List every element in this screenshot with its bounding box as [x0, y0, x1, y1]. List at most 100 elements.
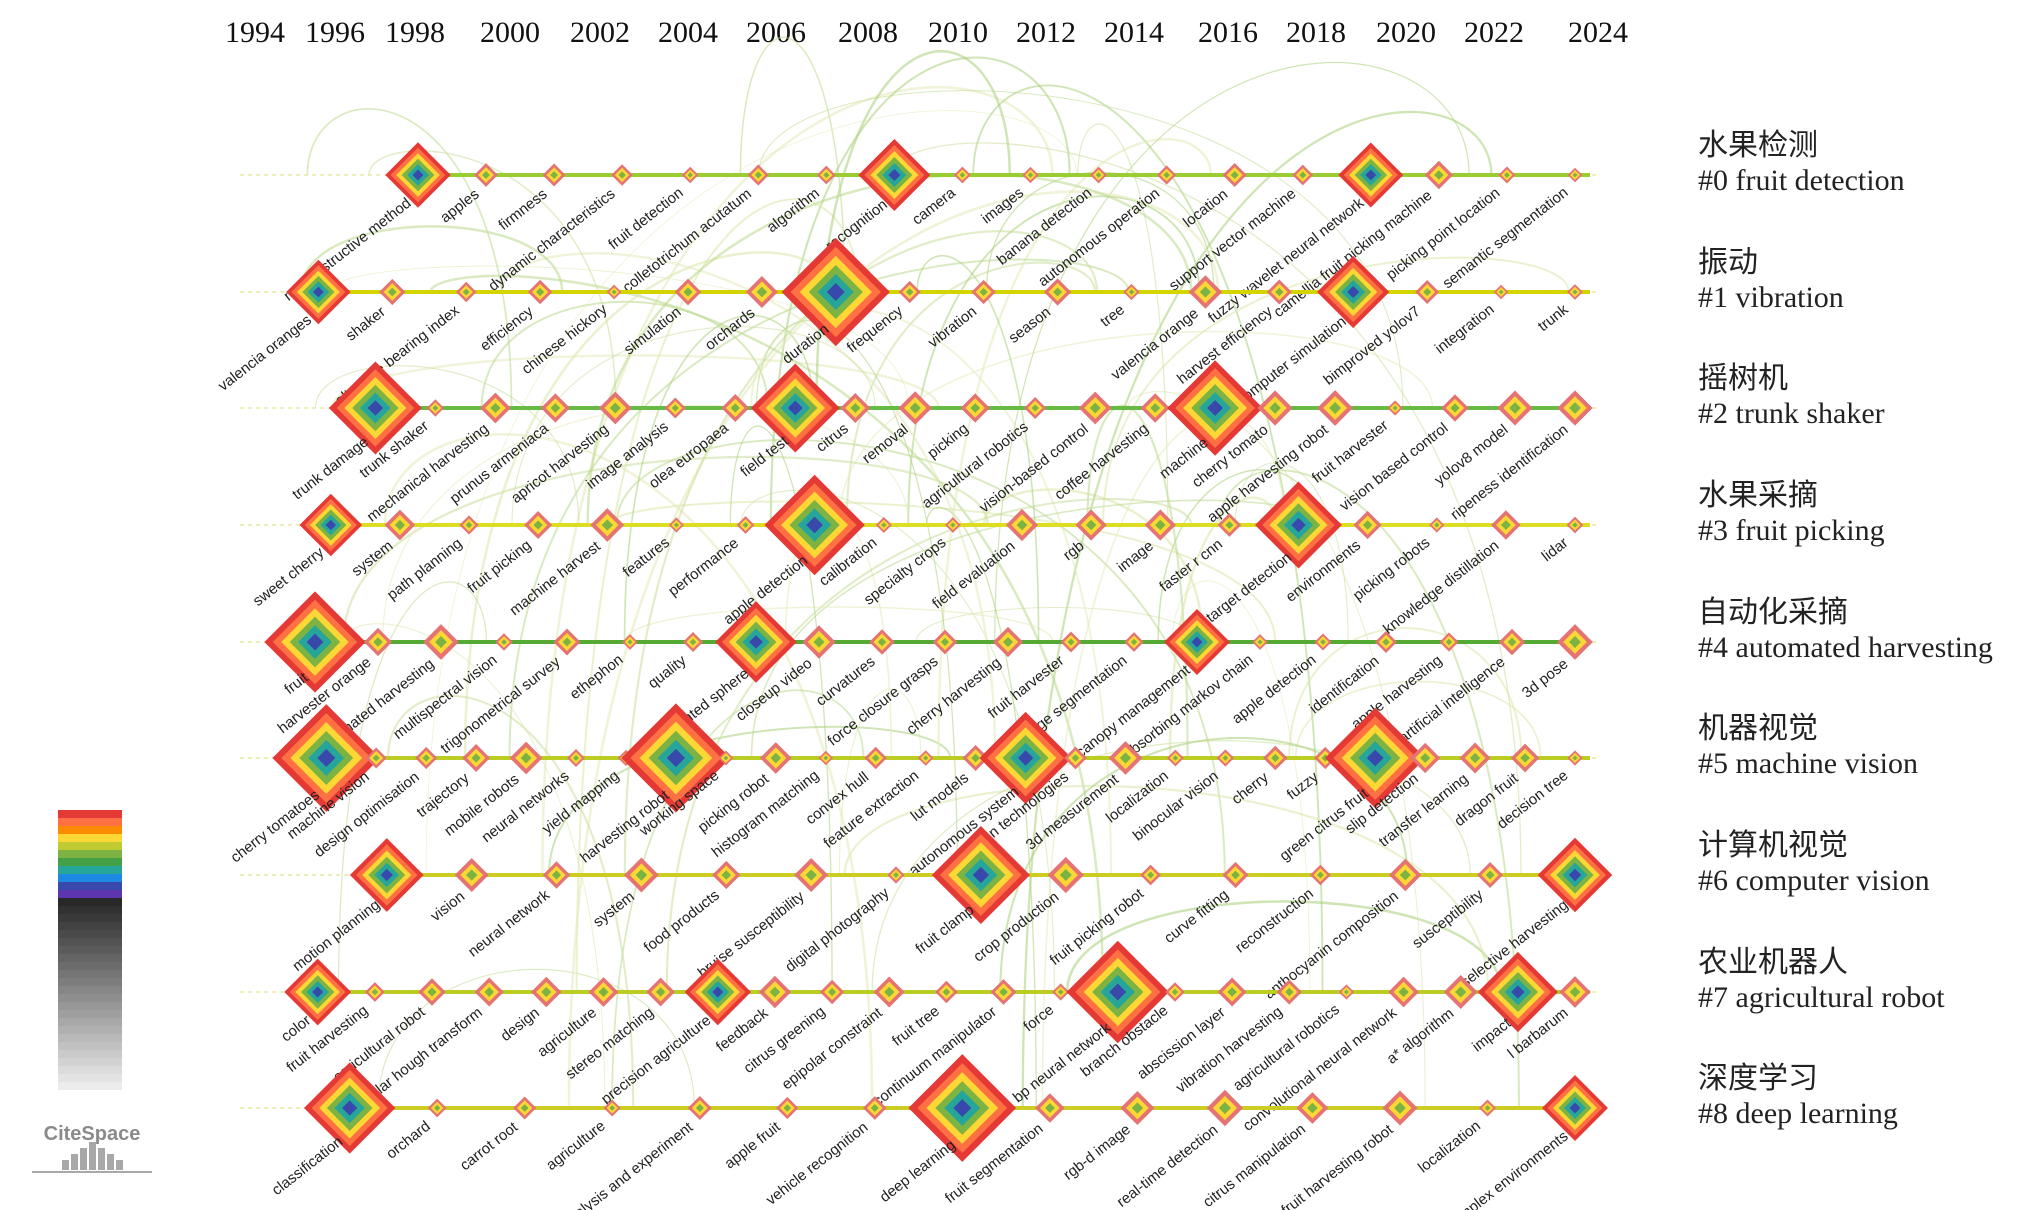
keyword-node[interactable] [1557, 390, 1593, 426]
keyword-node[interactable] [869, 629, 895, 655]
keyword-node[interactable] [495, 633, 513, 651]
keyword-node[interactable] [1388, 976, 1419, 1008]
keyword-node[interactable] [1090, 166, 1107, 184]
keyword-node[interactable] [712, 860, 741, 890]
keyword-node[interactable] [1167, 360, 1263, 456]
keyword-node[interactable] [1188, 275, 1223, 309]
keyword-node[interactable] [509, 741, 543, 775]
keyword-node[interactable] [272, 704, 381, 812]
keyword-node[interactable] [875, 516, 892, 534]
keyword-node[interactable] [385, 142, 451, 208]
keyword-node[interactable] [1353, 510, 1382, 540]
keyword-node[interactable] [1443, 975, 1478, 1009]
keyword-node[interactable] [611, 164, 633, 186]
keyword-node[interactable] [1567, 284, 1583, 300]
keyword-node[interactable] [819, 979, 845, 1005]
keyword-node[interactable] [418, 978, 446, 1006]
keyword-node[interactable] [1389, 858, 1422, 892]
keyword-node[interactable] [299, 493, 363, 557]
keyword-node[interactable] [802, 625, 836, 659]
keyword-node[interactable] [1217, 977, 1247, 1007]
keyword-node[interactable] [621, 703, 731, 813]
keyword-node[interactable] [1429, 517, 1445, 533]
keyword-node[interactable] [365, 982, 385, 1002]
keyword-node[interactable] [1497, 390, 1533, 426]
keyword-node[interactable] [1217, 513, 1242, 537]
keyword-node[interactable] [1263, 745, 1288, 771]
keyword-node[interactable] [1255, 481, 1342, 569]
keyword-node[interactable] [954, 166, 971, 184]
keyword-node[interactable] [423, 624, 459, 660]
keyword-node[interactable] [1338, 142, 1404, 208]
keyword-node[interactable] [1324, 707, 1426, 809]
keyword-node[interactable] [1216, 749, 1235, 767]
keyword-node[interactable] [1222, 162, 1247, 188]
keyword-node[interactable] [1120, 1090, 1155, 1126]
keyword-node[interactable] [1567, 750, 1583, 766]
keyword-node[interactable] [1559, 976, 1591, 1008]
keyword-node[interactable] [682, 166, 699, 184]
keyword-node[interactable] [1537, 837, 1613, 913]
keyword-node[interactable] [747, 164, 769, 186]
keyword-node[interactable] [668, 517, 684, 533]
keyword-node[interactable] [1035, 1093, 1065, 1123]
keyword-node[interactable] [1024, 397, 1047, 419]
keyword-node[interactable] [1156, 165, 1177, 185]
keyword-node[interactable] [606, 284, 622, 300]
keyword-node[interactable] [1477, 862, 1504, 888]
keyword-node[interactable] [1292, 164, 1314, 186]
keyword-node[interactable] [932, 629, 958, 655]
keyword-node[interactable] [455, 281, 477, 303]
keyword-node[interactable] [1317, 255, 1390, 329]
keyword-node[interactable] [682, 631, 704, 653]
keyword-node[interactable] [1222, 861, 1249, 889]
keyword-node[interactable] [776, 1096, 799, 1120]
keyword-node[interactable] [1424, 160, 1454, 190]
keyword-node[interactable] [840, 392, 871, 424]
keyword-node[interactable] [764, 474, 865, 576]
keyword-node[interactable] [1075, 509, 1107, 541]
keyword-node[interactable] [590, 508, 625, 542]
keyword-node[interactable] [816, 165, 836, 185]
keyword-node[interactable] [1491, 510, 1521, 540]
keyword-node[interactable] [328, 361, 422, 455]
keyword-node[interactable] [1005, 508, 1039, 542]
keyword-node[interactable] [1124, 632, 1144, 652]
keyword-node[interactable] [1415, 280, 1440, 304]
keyword-node[interactable] [736, 516, 755, 534]
keyword-node[interactable] [1441, 394, 1469, 422]
keyword-node[interactable] [1060, 631, 1082, 653]
keyword-node[interactable] [794, 857, 829, 893]
keyword-node[interactable] [286, 259, 351, 325]
keyword-node[interactable] [513, 1096, 537, 1120]
keyword-node[interactable] [718, 750, 734, 766]
keyword-node[interactable] [1374, 630, 1398, 654]
keyword-node[interactable] [363, 627, 393, 657]
keyword-node[interactable] [664, 397, 686, 419]
keyword-node[interactable] [1206, 1089, 1244, 1127]
keyword-node[interactable] [603, 1099, 621, 1117]
keyword-node[interactable] [992, 626, 1024, 658]
keyword-node[interactable] [415, 746, 438, 770]
keyword-node[interactable] [1439, 632, 1459, 652]
keyword-node[interactable] [1310, 864, 1331, 886]
keyword-node[interactable] [588, 977, 619, 1007]
keyword-node[interactable] [759, 742, 792, 774]
keyword-node[interactable] [365, 747, 387, 769]
keyword-node[interactable] [531, 976, 562, 1008]
keyword-node[interactable] [646, 977, 675, 1007]
keyword-node[interactable] [864, 746, 887, 770]
keyword-node[interactable] [542, 861, 571, 889]
keyword-node[interactable] [945, 517, 961, 533]
keyword-node[interactable] [1078, 391, 1112, 425]
keyword-node[interactable] [687, 1095, 712, 1121]
keyword-node[interactable] [960, 393, 990, 423]
keyword-node[interactable] [1317, 390, 1353, 426]
keyword-node[interactable] [971, 279, 996, 305]
keyword-node[interactable] [524, 510, 553, 540]
keyword-node[interactable] [623, 857, 659, 893]
keyword-node[interactable] [479, 392, 511, 424]
keyword-node[interactable] [1498, 628, 1526, 656]
keyword-node[interactable] [567, 749, 585, 767]
keyword-node[interactable] [1296, 1092, 1329, 1124]
